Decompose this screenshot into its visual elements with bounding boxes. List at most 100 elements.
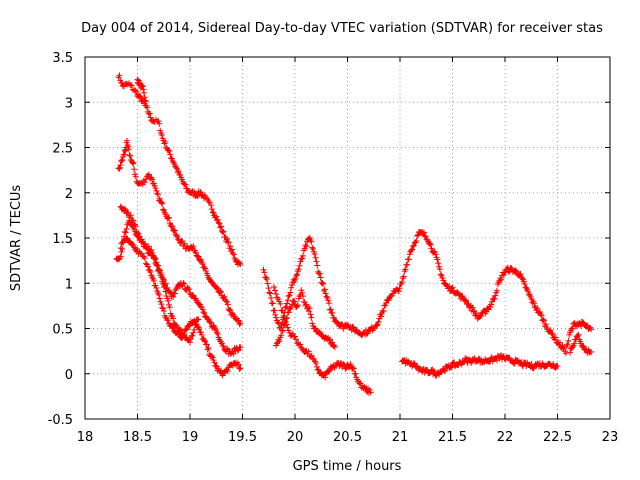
data-point <box>322 290 329 297</box>
data-point <box>548 330 555 337</box>
y-tick-label: 2 <box>65 187 73 202</box>
data-point <box>273 314 280 321</box>
data-point <box>409 246 416 253</box>
data-point <box>181 330 188 337</box>
data-point <box>575 331 582 338</box>
data-point <box>162 139 169 146</box>
data-point <box>141 240 148 247</box>
data-point <box>236 321 243 328</box>
data-point <box>316 270 323 277</box>
data-point <box>146 110 153 117</box>
data-point <box>211 359 218 366</box>
data-point <box>180 280 187 287</box>
data-point <box>303 243 310 250</box>
data-point <box>340 361 347 368</box>
data-point <box>378 313 385 320</box>
data-point <box>428 245 435 252</box>
data-point <box>557 339 564 346</box>
data-point <box>567 349 574 356</box>
data-point <box>209 354 216 361</box>
data-point <box>175 236 182 243</box>
data-point <box>313 258 320 265</box>
data-point <box>286 292 293 299</box>
data-point <box>492 292 499 299</box>
data-point <box>302 242 309 249</box>
series-track-i <box>271 283 374 396</box>
y-tick-labels: -0.5 0 0.5 1 1.5 2 2.5 3 3.5 <box>48 51 73 428</box>
data-point <box>163 293 170 300</box>
x-tick-label: 21.5 <box>438 430 467 445</box>
data-point <box>129 222 136 229</box>
data-point <box>291 298 298 305</box>
data-point <box>272 311 279 318</box>
data-point <box>521 280 528 287</box>
data-point <box>462 297 469 304</box>
data-point <box>320 281 327 288</box>
data-point <box>307 311 314 318</box>
data-point <box>202 265 209 272</box>
data-point <box>118 248 125 255</box>
data-point <box>423 366 430 373</box>
x-tick-label: 20.5 <box>333 430 362 445</box>
data-point <box>331 315 338 322</box>
x-tick-label: 18.5 <box>123 430 152 445</box>
data-point <box>364 330 371 337</box>
data-point <box>168 155 175 162</box>
data-point <box>151 255 158 262</box>
data-point <box>312 325 319 332</box>
data-point <box>264 280 271 287</box>
data-point <box>284 300 291 307</box>
data-point <box>229 310 235 317</box>
data-point <box>519 275 526 282</box>
data-point <box>269 300 276 307</box>
data-point <box>276 338 283 345</box>
data-point <box>197 329 204 336</box>
data-point <box>200 309 207 316</box>
data-point <box>210 209 217 216</box>
y-axis-label: SDTVAR / TECUs <box>9 185 24 292</box>
data-point <box>237 320 244 327</box>
data-point <box>448 285 455 292</box>
data-point <box>127 81 134 88</box>
data-point <box>552 334 559 341</box>
data-point <box>224 238 231 245</box>
data-point <box>153 261 160 268</box>
data-point <box>119 156 126 163</box>
data-point <box>156 120 163 127</box>
data-point <box>141 94 148 101</box>
y-tick-label: 0 <box>65 368 73 383</box>
data-point <box>183 326 190 333</box>
data-point <box>564 341 571 348</box>
data-point <box>182 181 189 188</box>
data-point <box>117 253 124 260</box>
data-point <box>306 305 313 312</box>
data-point <box>263 276 270 283</box>
data-point <box>218 288 225 295</box>
data-point <box>547 327 554 334</box>
data-point <box>134 233 141 240</box>
data-point <box>309 320 316 327</box>
data-point <box>284 324 291 331</box>
data-point <box>219 229 226 236</box>
data-point <box>176 326 183 333</box>
data-point <box>124 81 131 88</box>
data-point <box>208 319 214 326</box>
data-point <box>227 243 234 250</box>
data-point <box>125 143 132 150</box>
data-point <box>375 318 382 325</box>
data-point <box>131 166 138 173</box>
data-point <box>158 199 165 206</box>
data-point <box>266 289 273 296</box>
data-point <box>530 300 537 307</box>
data-point <box>469 304 476 311</box>
data-point <box>574 332 581 339</box>
data-point <box>235 361 242 368</box>
data-point <box>204 346 211 353</box>
data-point <box>136 92 143 99</box>
data-point <box>190 329 197 336</box>
data-point <box>319 280 326 287</box>
data-point <box>214 330 221 337</box>
data-point <box>213 329 220 336</box>
data-point <box>305 308 312 315</box>
